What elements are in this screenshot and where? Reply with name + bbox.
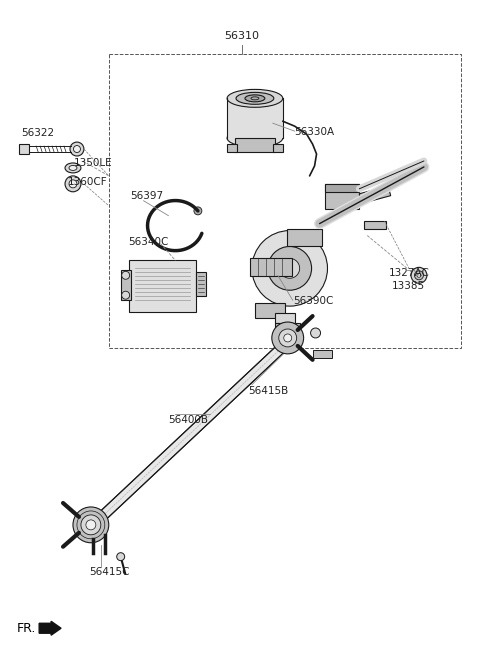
Circle shape: [272, 322, 304, 354]
Circle shape: [117, 553, 125, 561]
Ellipse shape: [65, 163, 81, 173]
Text: 56400B: 56400B: [168, 415, 208, 426]
Text: 56415B: 56415B: [248, 386, 288, 396]
Bar: [129, 260, 196, 312]
Text: 56310: 56310: [225, 31, 260, 41]
Circle shape: [268, 247, 312, 290]
Circle shape: [69, 180, 77, 188]
Bar: [120, 270, 131, 300]
Circle shape: [73, 146, 81, 153]
Bar: [273, 144, 283, 152]
Text: 56330A: 56330A: [295, 127, 335, 137]
Bar: [312, 350, 333, 358]
Circle shape: [280, 258, 300, 278]
Circle shape: [65, 176, 81, 192]
Text: 13385: 13385: [392, 281, 425, 291]
Bar: [364, 220, 386, 228]
Text: 56397: 56397: [131, 191, 164, 201]
FancyArrow shape: [39, 621, 61, 635]
Circle shape: [122, 291, 130, 299]
Circle shape: [282, 325, 292, 335]
Circle shape: [279, 329, 297, 347]
Ellipse shape: [227, 129, 283, 147]
Ellipse shape: [251, 97, 259, 100]
Bar: [324, 184, 360, 209]
Ellipse shape: [69, 165, 77, 171]
Circle shape: [284, 334, 292, 342]
Polygon shape: [85, 341, 288, 533]
Bar: [227, 144, 237, 152]
Bar: [196, 272, 206, 297]
Bar: [109, 54, 461, 348]
Circle shape: [194, 207, 202, 215]
Bar: [324, 184, 360, 192]
Bar: [19, 144, 29, 154]
Text: 56415C: 56415C: [89, 567, 130, 577]
Text: 56390C: 56390C: [294, 297, 334, 306]
Ellipse shape: [245, 95, 265, 102]
Text: FR.: FR.: [16, 622, 36, 635]
Bar: [235, 138, 275, 152]
Circle shape: [122, 272, 130, 279]
Bar: [360, 186, 391, 203]
Circle shape: [73, 507, 109, 543]
Circle shape: [415, 271, 423, 279]
Circle shape: [252, 230, 327, 306]
Bar: [275, 323, 300, 335]
Text: 56340C: 56340C: [129, 237, 169, 247]
Text: 1350LE: 1350LE: [74, 158, 113, 168]
Circle shape: [411, 268, 427, 283]
Ellipse shape: [227, 89, 283, 108]
Bar: [287, 228, 322, 247]
Circle shape: [70, 142, 84, 156]
Text: 1360CF: 1360CF: [68, 177, 108, 187]
Bar: [250, 258, 292, 276]
Circle shape: [417, 274, 421, 277]
Text: 56322: 56322: [21, 128, 54, 138]
Circle shape: [86, 520, 96, 530]
Text: 1327AC: 1327AC: [389, 268, 430, 278]
Circle shape: [311, 328, 321, 338]
Ellipse shape: [236, 92, 274, 104]
Bar: [227, 98, 283, 138]
Circle shape: [81, 515, 101, 535]
Bar: [255, 303, 285, 318]
Bar: [275, 313, 295, 323]
